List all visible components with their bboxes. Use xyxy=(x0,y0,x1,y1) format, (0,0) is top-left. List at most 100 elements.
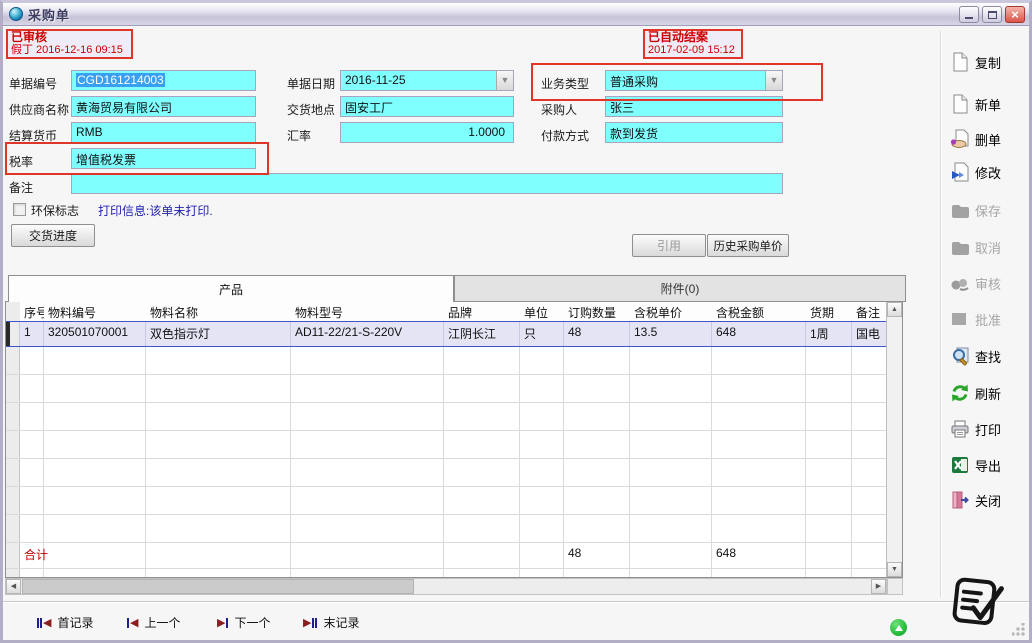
delete-doc-button[interactable]: 删单 xyxy=(950,127,1029,151)
currency-field[interactable]: RMB xyxy=(71,122,256,143)
divider xyxy=(3,601,1029,603)
table-row xyxy=(6,459,888,487)
scrollbar-thumb[interactable] xyxy=(22,579,414,594)
table-row[interactable]: 1 320501070001 双色指示灯 AD11-22/21-S-220V 江… xyxy=(6,321,888,347)
nav-last-button[interactable]: ▶ 末记录 xyxy=(303,616,360,630)
delivery-place-label: 交货地点 xyxy=(287,103,336,117)
new-doc-button[interactable]: 新单 xyxy=(950,92,1029,116)
supplier-label: 供应商名称 xyxy=(9,103,70,117)
maximize-icon xyxy=(987,10,997,19)
col-header[interactable]: 物料型号 xyxy=(295,306,344,320)
tax-field[interactable]: 增值税发票 xyxy=(71,148,256,169)
document-check-icon xyxy=(945,573,1007,636)
minimize-button[interactable] xyxy=(959,6,979,23)
save-button: 保存 xyxy=(950,198,1029,222)
save-icon xyxy=(952,205,969,218)
close-door-icon xyxy=(952,491,969,509)
biz-type-field[interactable]: 普通采购 ▼ xyxy=(605,70,783,91)
close-status-time: 2017-02-09 15:12 xyxy=(648,44,735,56)
eco-flag-label: 环保标志 xyxy=(31,204,80,218)
print-info-text: 打印信息:该单未打印. xyxy=(98,204,213,218)
copy-button[interactable]: 复制 xyxy=(950,50,1029,74)
first-record-icon: ◀ xyxy=(37,616,51,629)
doc-no-label: 单据编号 xyxy=(9,77,58,91)
vertical-scrollbar[interactable]: ▲ ▼ xyxy=(886,302,902,577)
copy-icon xyxy=(953,52,968,72)
nav-first-button[interactable]: ◀ 首记录 xyxy=(37,614,93,631)
export-button[interactable]: 导出 xyxy=(950,453,1029,477)
row-selector[interactable] xyxy=(6,322,20,346)
close-icon: × xyxy=(1011,7,1019,22)
biz-type-label: 业务类型 xyxy=(541,77,590,91)
cancel-button: 取消 xyxy=(950,235,1029,259)
scroll-down-icon[interactable]: ▼ xyxy=(887,562,902,577)
cancel-icon xyxy=(952,242,969,255)
supplier-field[interactable]: 黄海贸易有限公司 xyxy=(71,96,256,117)
chevron-down-icon[interactable]: ▼ xyxy=(765,71,782,90)
up-arrow-icon xyxy=(894,624,903,631)
col-header[interactable]: 物料名称 xyxy=(150,306,199,320)
remark-field[interactable] xyxy=(71,173,783,194)
search-button[interactable]: 查找 xyxy=(950,344,1029,368)
audit-status-time: 假丁 2016-12-16 09:15 xyxy=(11,44,123,56)
col-header[interactable]: 品牌 xyxy=(448,306,473,320)
prev-record-icon: ◀ xyxy=(127,616,138,629)
window-title: 采购单 xyxy=(28,7,71,23)
table-row xyxy=(6,487,888,515)
last-record-icon: ▶ xyxy=(303,616,318,629)
reference-button[interactable]: 引用 xyxy=(632,234,706,257)
close-button[interactable]: × xyxy=(1005,6,1025,23)
col-header[interactable]: 含税单价 xyxy=(634,306,683,320)
close-form-button[interactable]: 关闭 xyxy=(950,488,1029,512)
chevron-down-icon[interactable]: ▼ xyxy=(496,71,513,90)
payment-field[interactable]: 款到发货 xyxy=(605,122,783,143)
items-table: 序号 物料编号 物料名称 物料型号 品牌 单位 订购数量 含税单价 含税金额 货… xyxy=(5,301,903,578)
audit-status-box: 已审核 假丁 2016-12-16 09:15 xyxy=(6,29,133,59)
audit-status-state: 已审核 xyxy=(11,30,48,44)
col-header[interactable]: 物料编号 xyxy=(48,306,97,320)
table-header-row: 序号 物料编号 物料名称 物料型号 品牌 单位 订购数量 含税单价 含税金额 货… xyxy=(6,302,888,321)
col-header[interactable]: 序号 xyxy=(24,306,44,320)
col-header[interactable]: 单位 xyxy=(524,306,549,320)
col-header[interactable]: 含税金额 xyxy=(716,306,765,320)
maximize-button[interactable] xyxy=(982,6,1002,23)
eco-flag-checkbox[interactable] xyxy=(13,203,26,216)
total-qty: 48 xyxy=(564,543,630,568)
doc-date-field[interactable]: 2016-11-25 ▼ xyxy=(340,70,514,91)
doc-date-label: 单据日期 xyxy=(287,77,336,91)
remark-label: 备注 xyxy=(9,181,34,195)
rate-label: 汇率 xyxy=(287,129,312,143)
buyer-field[interactable]: 张三 xyxy=(605,96,783,117)
quick-action-button[interactable] xyxy=(890,619,907,636)
col-header[interactable]: 货期 xyxy=(810,306,835,320)
print-button[interactable]: 打印 xyxy=(950,417,1029,441)
resize-grip[interactable] xyxy=(1012,623,1025,636)
scroll-up-icon[interactable]: ▲ xyxy=(887,302,902,317)
table-row xyxy=(6,515,888,543)
approve-icon xyxy=(952,313,966,325)
total-label: 合计 xyxy=(20,543,48,568)
delivery-progress-button[interactable]: 交货进度 xyxy=(11,224,95,247)
approve-button: 批准 xyxy=(950,307,1029,331)
rate-field[interactable]: 1.0000 xyxy=(340,122,514,143)
col-header[interactable]: 订购数量 xyxy=(568,306,617,320)
table-row xyxy=(6,431,888,459)
edit-doc-button[interactable]: 修改 xyxy=(950,160,1029,184)
scroll-left-icon[interactable]: ◀ xyxy=(6,579,21,594)
delivery-place-field[interactable]: 固安工厂 xyxy=(340,96,514,117)
minimize-icon xyxy=(965,17,973,19)
col-header[interactable]: 备注 xyxy=(856,306,881,320)
divider xyxy=(940,31,942,597)
tab-products[interactable]: 产品 xyxy=(8,275,454,302)
nav-next-button[interactable]: ▶ 下一个 xyxy=(217,616,271,630)
horizontal-scrollbar[interactable]: ◀ ▶ xyxy=(5,578,887,595)
nav-prev-button[interactable]: ◀ 上一个 xyxy=(127,614,180,631)
refresh-button[interactable]: 刷新 xyxy=(950,381,1029,405)
currency-label: 结算货币 xyxy=(9,129,58,143)
doc-no-field[interactable]: CGD161214003 xyxy=(71,70,256,91)
tab-attachments[interactable]: 附件(0) xyxy=(454,275,906,302)
refresh-icon xyxy=(952,384,968,402)
history-price-button[interactable]: 历史采购单价 xyxy=(707,234,789,257)
scroll-right-icon[interactable]: ▶ xyxy=(871,579,886,594)
